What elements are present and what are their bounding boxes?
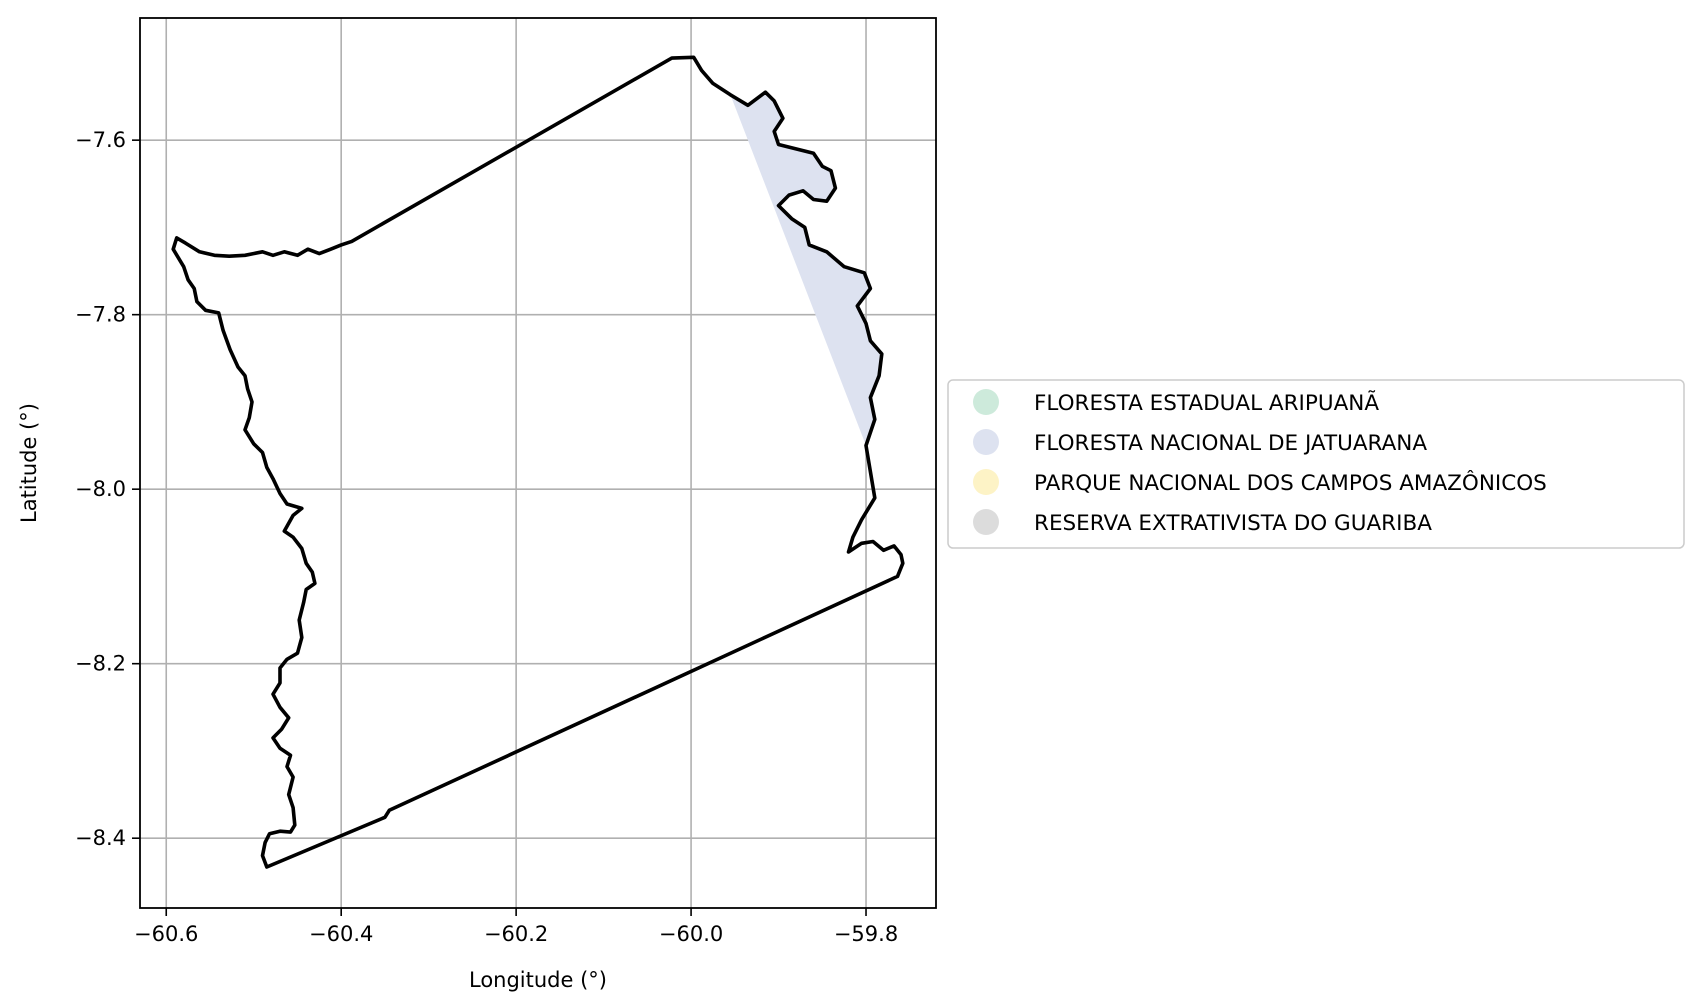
legend-frame <box>947 379 1685 549</box>
legend-label: PARQUE NACIONAL DOS CAMPOS AMAZÔNICOS <box>1034 470 1547 496</box>
x-tick-label: −60.4 <box>309 922 373 946</box>
jatuarana-area <box>730 92 882 446</box>
legend: FLORESTA ESTADUAL ARIPUANÃ FLORESTA NACIO… <box>947 379 1685 549</box>
x-tick-label: −60.6 <box>134 922 198 946</box>
protected-areas <box>730 92 882 446</box>
y-tick-label: −8.2 <box>75 652 126 676</box>
y-tick-label: −7.8 <box>75 303 126 327</box>
boundary-outline <box>171 55 905 869</box>
gridlines <box>140 18 936 908</box>
y-axis-label: Latitude (°) <box>17 403 41 523</box>
y-tick-label: −8.4 <box>75 826 126 850</box>
legend-label: FLORESTA ESTADUAL ARIPUANÃ <box>1034 389 1379 416</box>
y-tick-label: −8.0 <box>75 477 126 501</box>
x-axis-label: Longitude (°) <box>469 968 607 992</box>
x-tick-label: −59.8 <box>834 922 898 946</box>
legend-label: RESERVA EXTRATIVISTA DO GUARIBA <box>1034 511 1432 536</box>
x-tick-label: −60.0 <box>659 922 723 946</box>
x-tick-label: −60.2 <box>484 922 548 946</box>
legend-marker <box>973 429 999 455</box>
axis-ticks: −60.6 −60.4 −60.2 −60.0 −59.8 −7.6 −7.8 −8.0 −8.… <box>75 128 898 946</box>
legend-marker <box>973 389 999 415</box>
plot-frame <box>139 17 937 909</box>
legend-marker <box>973 469 999 495</box>
region-boundary <box>171 55 905 869</box>
legend-label: FLORESTA NACIONAL DE JATUARANA <box>1034 431 1427 456</box>
y-tick-label: −7.6 <box>75 128 126 152</box>
legend-marker <box>973 509 999 535</box>
